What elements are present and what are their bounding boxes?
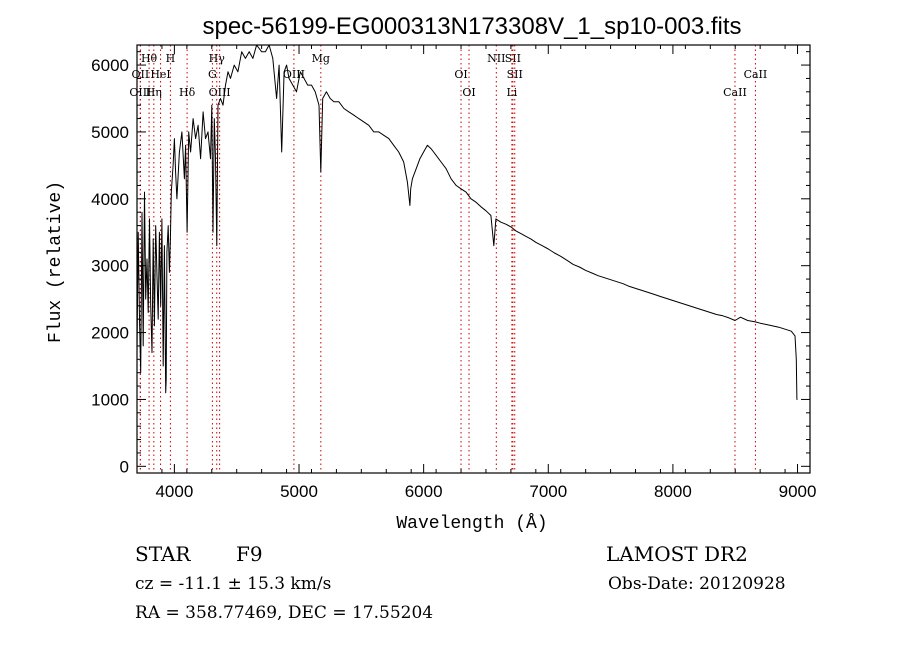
y-tick-label: 4000 xyxy=(91,190,129,209)
spectral-line-label: NII xyxy=(487,52,505,65)
spectral-subclass: F9 xyxy=(236,542,263,566)
y-tick-label: 3000 xyxy=(91,257,129,276)
spectral-line-label: Mg xyxy=(312,52,330,65)
spectral-line-label: OI xyxy=(454,68,467,81)
x-axis-label: Wavelength (Å) xyxy=(396,513,547,534)
x-tick-label: 9000 xyxy=(779,482,817,501)
spectral-line-label: CaII xyxy=(723,86,747,99)
y-tick-label: 2000 xyxy=(91,324,129,343)
spectral-line-label: H xyxy=(166,52,176,65)
spectral-line-label: G xyxy=(208,68,217,81)
spectral-line-label: Hγ xyxy=(209,52,226,65)
x-tick-label: 4000 xyxy=(155,482,193,501)
spectral-line-label: Li xyxy=(506,86,517,99)
observation-date: Obs-Date: 20120928 xyxy=(608,574,786,594)
y-tick-label: 1000 xyxy=(91,390,129,409)
plot-frame xyxy=(136,44,811,474)
spectral-line-label: OIII xyxy=(129,86,151,99)
radial-velocity: cz = -11.1 ± 15.3 km/s xyxy=(135,574,332,594)
x-tick-label: 5000 xyxy=(280,482,318,501)
spectral-line-label: SII xyxy=(507,68,523,81)
survey-name: LAMOST DR2 xyxy=(606,542,748,566)
object-class: STAR xyxy=(135,542,191,566)
axis-layer: 4000 5000 6000 7000 8000 9000 0 1000 2000 3000 400… xyxy=(91,45,816,501)
x-tick-label: 7000 xyxy=(529,482,567,501)
series-layer xyxy=(136,44,798,400)
spectral-line-label: CaII xyxy=(744,68,768,81)
spectrum-line xyxy=(136,44,798,400)
x-tick-label: 8000 xyxy=(654,482,692,501)
spectral-line-label: HeI xyxy=(150,68,170,81)
y-axis-label: Flux (relative) xyxy=(46,181,66,343)
spectral-line-label: OII xyxy=(132,68,150,81)
spectral-line-label: OIII xyxy=(209,86,231,99)
y-tick-label: 5000 xyxy=(91,123,129,142)
spectral-line-label: SII xyxy=(505,52,521,65)
y-tick-label: 6000 xyxy=(91,56,129,75)
spectral-line-label: OI xyxy=(462,86,475,99)
y-tick-label: 0 xyxy=(120,457,129,476)
spectral-line-label: Hδ xyxy=(179,86,196,99)
sky-coordinates: RA = 358.77469, DEC = 17.55204 xyxy=(135,603,434,623)
spectral-line-label: Hη xyxy=(146,86,162,99)
spectral-line-label: Hθ xyxy=(141,52,158,65)
chart-title: spec-56199-EG000313N173308V_1_sp10-003.f… xyxy=(202,13,741,40)
x-tick-label: 6000 xyxy=(405,482,443,501)
